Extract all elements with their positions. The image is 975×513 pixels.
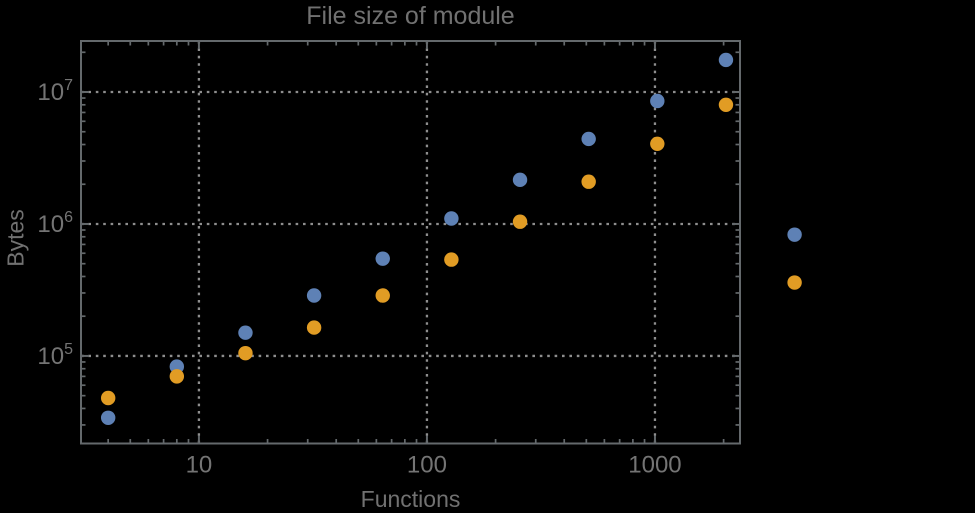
data-point-series-blue bbox=[650, 93, 665, 109]
x-tick-label: 10 bbox=[186, 452, 213, 479]
y-tick-label: 105 bbox=[37, 341, 73, 370]
data-point-series-orange bbox=[512, 214, 528, 229]
x-axis-label: Functions bbox=[360, 486, 461, 512]
data-point-series-orange bbox=[100, 390, 116, 406]
data-point-series-orange bbox=[238, 345, 253, 361]
y-tick-label: 106 bbox=[37, 209, 73, 238]
chart-title: File size of module bbox=[306, 2, 515, 30]
data-point-series-blue bbox=[238, 325, 253, 340]
data-point-series-orange bbox=[306, 320, 322, 335]
data-point-series-blue bbox=[375, 251, 390, 266]
y-tick-label: 107 bbox=[37, 77, 73, 106]
data-point-series-blue bbox=[100, 410, 116, 425]
x-tick-label: 1000 bbox=[628, 452, 681, 479]
data-point-series-orange bbox=[169, 369, 185, 384]
data-point-series-blue bbox=[512, 172, 528, 188]
data-point-series-orange bbox=[650, 136, 665, 152]
data-point-series-blue bbox=[787, 227, 802, 242]
data-point-series-blue bbox=[444, 211, 459, 226]
data-point-series-blue bbox=[581, 131, 596, 147]
data-point-series-orange bbox=[581, 174, 596, 189]
data-point-series-orange bbox=[375, 288, 390, 303]
data-point-series-orange bbox=[444, 252, 459, 267]
data-point-series-orange bbox=[718, 97, 734, 112]
data-point-series-blue bbox=[718, 52, 734, 68]
y-axis-label: Bytes bbox=[2, 209, 29, 267]
data-point-series-orange bbox=[787, 275, 802, 290]
data-point-series-blue bbox=[306, 288, 322, 303]
plot-frame bbox=[80, 40, 741, 445]
x-tick-label: 100 bbox=[407, 452, 447, 479]
